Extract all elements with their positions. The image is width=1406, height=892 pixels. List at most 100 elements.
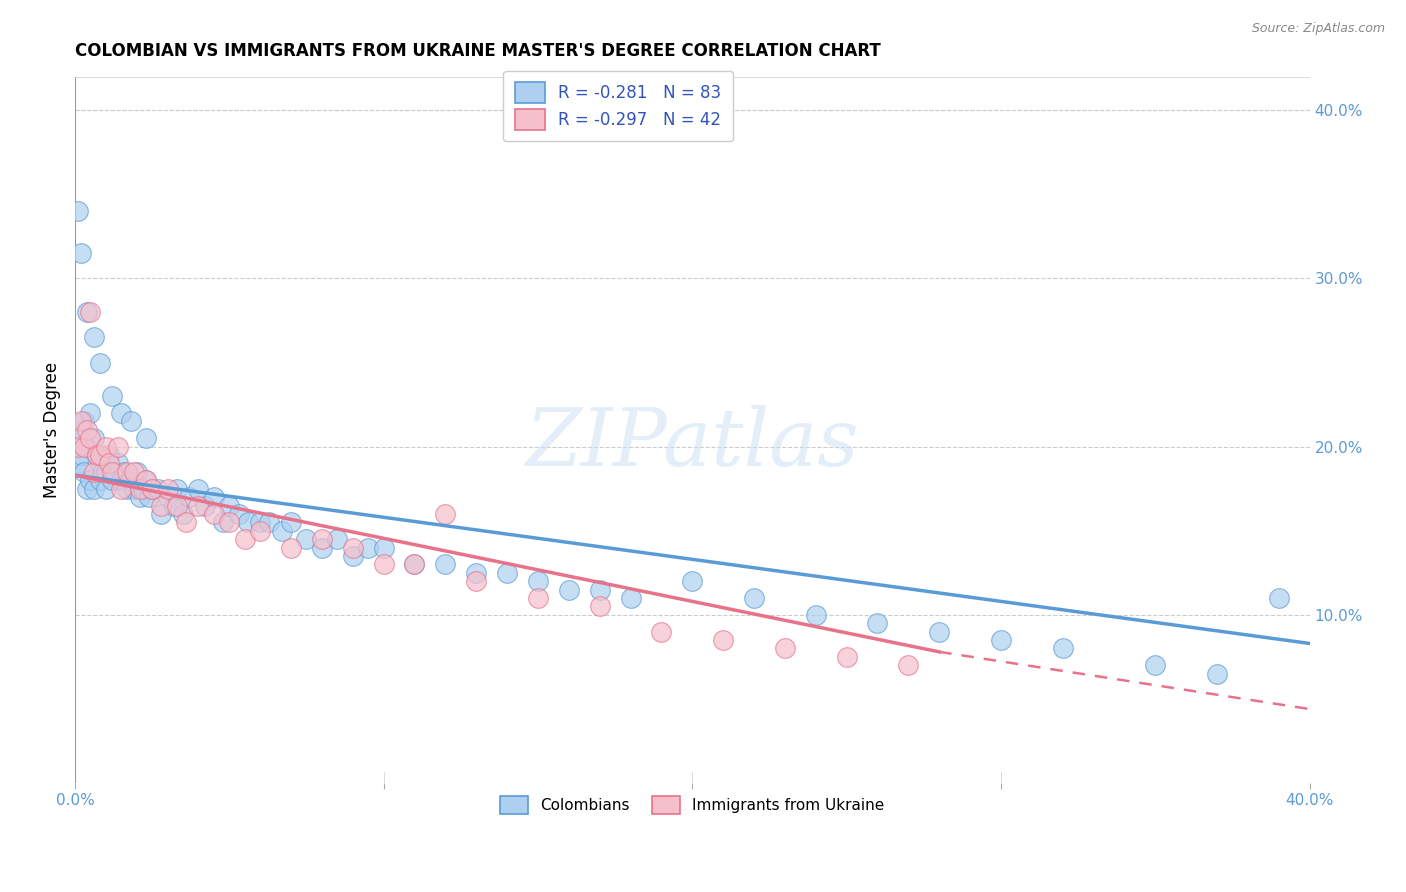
Point xyxy=(311,541,333,555)
Text: ZIPatlas: ZIPatlas xyxy=(526,405,859,483)
Point xyxy=(228,507,250,521)
Point xyxy=(233,532,256,546)
Point xyxy=(132,482,155,496)
Text: Source: ZipAtlas.com: Source: ZipAtlas.com xyxy=(1251,22,1385,36)
Point xyxy=(135,473,157,487)
Point xyxy=(465,566,488,580)
Point xyxy=(76,440,98,454)
Point xyxy=(117,465,139,479)
Point xyxy=(202,490,225,504)
Point xyxy=(527,574,550,589)
Point xyxy=(79,473,101,487)
Point xyxy=(218,499,240,513)
Point xyxy=(249,524,271,538)
Point xyxy=(373,541,395,555)
Point xyxy=(104,465,127,479)
Point xyxy=(650,624,672,639)
Point xyxy=(465,574,488,589)
Point xyxy=(73,465,96,479)
Point xyxy=(122,465,145,479)
Point xyxy=(156,490,179,504)
Point xyxy=(148,482,170,496)
Point xyxy=(89,473,111,487)
Point xyxy=(326,532,349,546)
Text: COLOMBIAN VS IMMIGRANTS FROM UKRAINE MASTER'S DEGREE CORRELATION CHART: COLOMBIAN VS IMMIGRANTS FROM UKRAINE MAS… xyxy=(75,42,880,60)
Point xyxy=(202,507,225,521)
Point xyxy=(270,524,292,538)
Point xyxy=(135,473,157,487)
Point xyxy=(711,633,734,648)
Point xyxy=(70,423,93,437)
Point xyxy=(83,330,105,344)
Point xyxy=(1267,591,1289,605)
Point xyxy=(174,516,197,530)
Point xyxy=(589,599,612,614)
Point xyxy=(589,582,612,597)
Point xyxy=(79,431,101,445)
Point xyxy=(166,499,188,513)
Point xyxy=(83,482,105,496)
Point xyxy=(128,482,150,496)
Point xyxy=(110,406,132,420)
Point xyxy=(434,558,457,572)
Point xyxy=(1144,658,1167,673)
Point xyxy=(70,414,93,428)
Point xyxy=(150,507,173,521)
Point xyxy=(101,473,124,487)
Point xyxy=(404,558,426,572)
Point xyxy=(1052,641,1074,656)
Point xyxy=(681,574,703,589)
Point xyxy=(89,457,111,471)
Point xyxy=(135,431,157,445)
Point xyxy=(172,507,194,521)
Point xyxy=(128,490,150,504)
Point xyxy=(83,465,105,479)
Point xyxy=(79,406,101,420)
Point xyxy=(866,616,889,631)
Point xyxy=(990,633,1012,648)
Point xyxy=(107,457,129,471)
Point xyxy=(897,658,920,673)
Point xyxy=(179,490,201,504)
Point xyxy=(97,457,120,471)
Point xyxy=(295,532,318,546)
Point xyxy=(496,566,519,580)
Point xyxy=(138,490,160,504)
Point xyxy=(150,499,173,513)
Point xyxy=(101,389,124,403)
Point xyxy=(76,423,98,437)
Point xyxy=(163,499,186,513)
Point xyxy=(404,558,426,572)
Point xyxy=(141,482,163,496)
Point xyxy=(97,448,120,462)
Legend: Colombians, Immigrants from Ukraine: Colombians, Immigrants from Ukraine xyxy=(489,785,896,825)
Point xyxy=(83,431,105,445)
Point xyxy=(527,591,550,605)
Point xyxy=(187,482,209,496)
Point xyxy=(112,465,135,479)
Point xyxy=(89,355,111,369)
Point xyxy=(342,541,364,555)
Point xyxy=(86,448,108,462)
Point xyxy=(101,465,124,479)
Point xyxy=(120,414,142,428)
Point xyxy=(742,591,765,605)
Point xyxy=(212,516,235,530)
Point xyxy=(73,440,96,454)
Point xyxy=(1206,666,1229,681)
Point xyxy=(311,532,333,546)
Point xyxy=(558,582,581,597)
Point xyxy=(236,516,259,530)
Point xyxy=(117,482,139,496)
Point xyxy=(773,641,796,656)
Point xyxy=(928,624,950,639)
Point xyxy=(835,649,858,664)
Point xyxy=(76,482,98,496)
Point xyxy=(67,457,90,471)
Point xyxy=(70,448,93,462)
Point xyxy=(342,549,364,563)
Point xyxy=(141,482,163,496)
Point xyxy=(357,541,380,555)
Point xyxy=(187,499,209,513)
Point xyxy=(86,448,108,462)
